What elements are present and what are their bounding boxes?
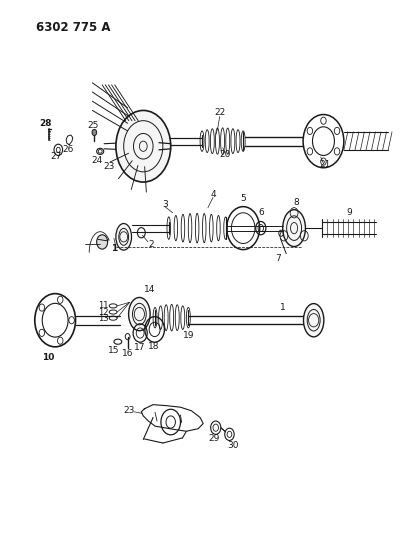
Text: 5: 5 <box>240 194 246 203</box>
Text: 11: 11 <box>98 301 108 310</box>
Text: 20: 20 <box>219 150 231 159</box>
Ellipse shape <box>304 304 324 337</box>
Text: 22: 22 <box>215 109 226 117</box>
Text: 13: 13 <box>98 314 108 322</box>
Ellipse shape <box>116 223 131 250</box>
Text: 6: 6 <box>258 208 264 217</box>
Text: 7: 7 <box>275 254 281 263</box>
Text: 16: 16 <box>122 349 133 358</box>
Text: 1: 1 <box>111 244 117 253</box>
Text: 4: 4 <box>210 190 216 199</box>
Text: 12: 12 <box>98 308 108 317</box>
Text: 24: 24 <box>92 156 103 165</box>
Text: 19: 19 <box>183 331 194 340</box>
Text: 1: 1 <box>279 303 285 312</box>
Circle shape <box>116 110 171 182</box>
Text: 9: 9 <box>346 208 352 217</box>
Text: 29: 29 <box>208 434 220 443</box>
Text: 15: 15 <box>108 346 120 356</box>
Circle shape <box>97 235 108 249</box>
Ellipse shape <box>129 297 150 330</box>
Text: 30: 30 <box>228 441 239 450</box>
Text: 27: 27 <box>50 152 61 161</box>
Text: 17: 17 <box>134 343 145 352</box>
Text: 23: 23 <box>104 162 115 171</box>
Text: 28: 28 <box>40 119 52 128</box>
Text: 2: 2 <box>149 240 154 249</box>
Text: 10: 10 <box>42 352 54 361</box>
Text: 8: 8 <box>293 198 299 207</box>
Text: 23: 23 <box>123 406 135 415</box>
Text: 3: 3 <box>162 199 168 208</box>
Ellipse shape <box>283 209 306 247</box>
Circle shape <box>92 130 97 135</box>
Text: 18: 18 <box>148 342 160 351</box>
Text: 14: 14 <box>144 285 155 294</box>
Text: 21: 21 <box>320 160 331 168</box>
Text: 6302 775 A: 6302 775 A <box>35 21 110 34</box>
Text: 26: 26 <box>62 146 74 155</box>
Text: 25: 25 <box>88 121 99 130</box>
